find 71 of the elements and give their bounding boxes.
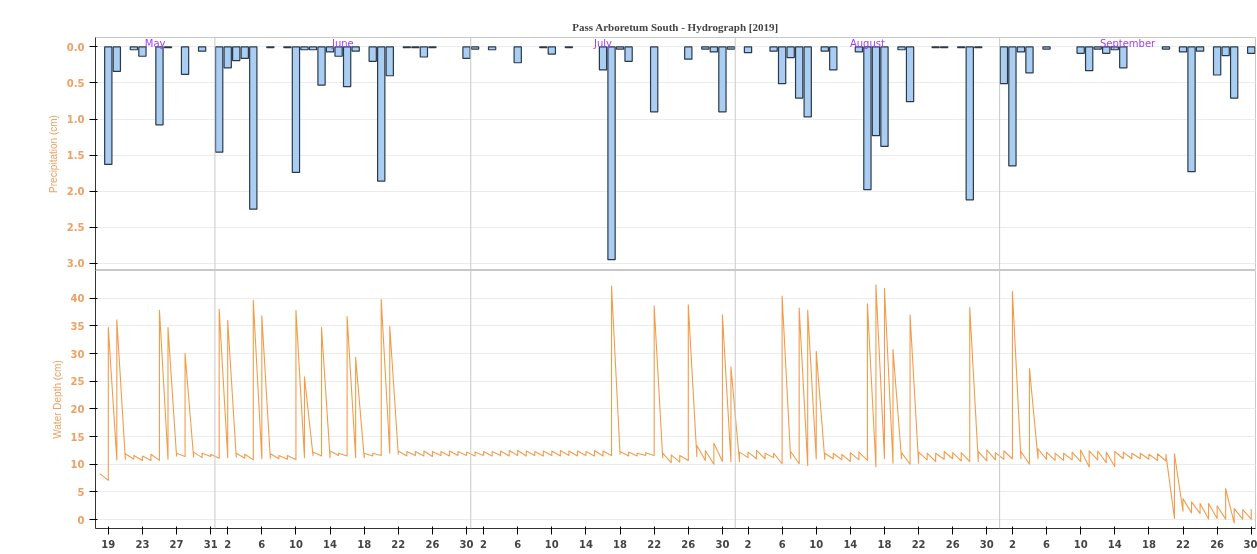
x-tick-label: 18 — [613, 538, 628, 550]
x-tick-label: 22 — [391, 538, 406, 550]
x-tick-label: 26 — [425, 538, 440, 550]
bar — [1161, 46, 1171, 50]
x-tick-label: 22 — [911, 538, 926, 550]
x-tick-label: 26 — [681, 538, 696, 550]
bar — [180, 46, 190, 75]
x-tick-label: 18 — [1141, 538, 1156, 550]
x-tick-label: 27 — [169, 538, 184, 550]
bar — [197, 46, 207, 52]
x-tick-label: 30 — [715, 538, 730, 550]
line-series — [99, 284, 1252, 524]
x-tick-label: 30 — [979, 538, 994, 550]
x-tick-label: 10 — [288, 538, 303, 550]
x-tick-label: 19 — [101, 538, 116, 550]
x-tick-label: 10 — [544, 538, 559, 550]
x-tick-label: 26 — [1210, 538, 1225, 550]
x-tick-label: 23 — [135, 538, 150, 550]
y-tick-label: 20 — [70, 403, 85, 415]
x-tick-label: 2 — [224, 538, 232, 550]
y-tick-label: 15 — [70, 431, 85, 443]
y-tick-label: 25 — [70, 376, 85, 388]
annotation: July — [593, 37, 613, 49]
x-tick-label: 2 — [744, 538, 752, 550]
y-tick-label: 1.0 — [66, 114, 85, 126]
x-tick-label: 31 — [203, 538, 218, 550]
bar — [513, 46, 522, 64]
annotation: June — [330, 37, 354, 49]
x-tick-label: 2 — [1008, 538, 1016, 550]
y-tick-label: 0.5 — [66, 77, 85, 89]
x-tick-label: 6 — [1043, 538, 1051, 550]
y-tick-label: 2.5 — [66, 222, 85, 234]
x-tick-label: 22 — [1176, 538, 1190, 550]
chart-title: Pass Arboretum South - Hydrograph [2019] — [572, 20, 779, 33]
y-tick-label: 40 — [70, 293, 85, 305]
bar — [649, 46, 659, 113]
y-axis-title: Precipitation (cm) — [47, 115, 59, 193]
bar — [1247, 46, 1256, 54]
y-tick-label: 5 — [77, 486, 85, 498]
bar — [487, 46, 497, 51]
x-tick-label: 22 — [647, 538, 662, 550]
x-tick-label: 10 — [809, 538, 824, 550]
x-tick-label: 18 — [877, 538, 892, 550]
y-tick-label: 0.0 — [66, 41, 85, 53]
y-tick-label: 1.5 — [66, 150, 85, 162]
x-tick-label: 14 — [843, 538, 858, 550]
annotation: September — [1099, 37, 1157, 49]
annotation: August — [849, 37, 885, 49]
x-tick-label: 14 — [323, 538, 338, 550]
bar — [743, 46, 753, 54]
y-tick-label: 30 — [70, 348, 85, 360]
x-tick-label: 14 — [578, 538, 593, 550]
x-tick-label: 2 — [480, 538, 488, 550]
y-tick-label: 3.0 — [66, 258, 85, 270]
annotation: May — [144, 37, 166, 49]
y-tick-label: 35 — [70, 320, 85, 332]
y-tick-label: 10 — [70, 459, 85, 471]
x-tick-label: 26 — [945, 538, 960, 550]
bar — [1042, 46, 1051, 50]
x-tick-label: 30 — [1243, 538, 1257, 550]
y-tick-label: 0 — [77, 514, 85, 526]
x-tick-label: 18 — [357, 538, 372, 550]
x-tick-label: 6 — [514, 538, 522, 550]
y-tick-label: 2.0 — [66, 186, 85, 198]
x-tick-label: 10 — [1073, 538, 1088, 550]
x-tick-label: 14 — [1107, 538, 1122, 550]
x-tick-label: 30 — [459, 538, 474, 550]
x-tick-label: 6 — [778, 538, 786, 550]
x-tick-label: 6 — [258, 538, 266, 550]
y-axis-title: Water Depth (cm) — [51, 360, 63, 439]
bar — [684, 46, 693, 60]
